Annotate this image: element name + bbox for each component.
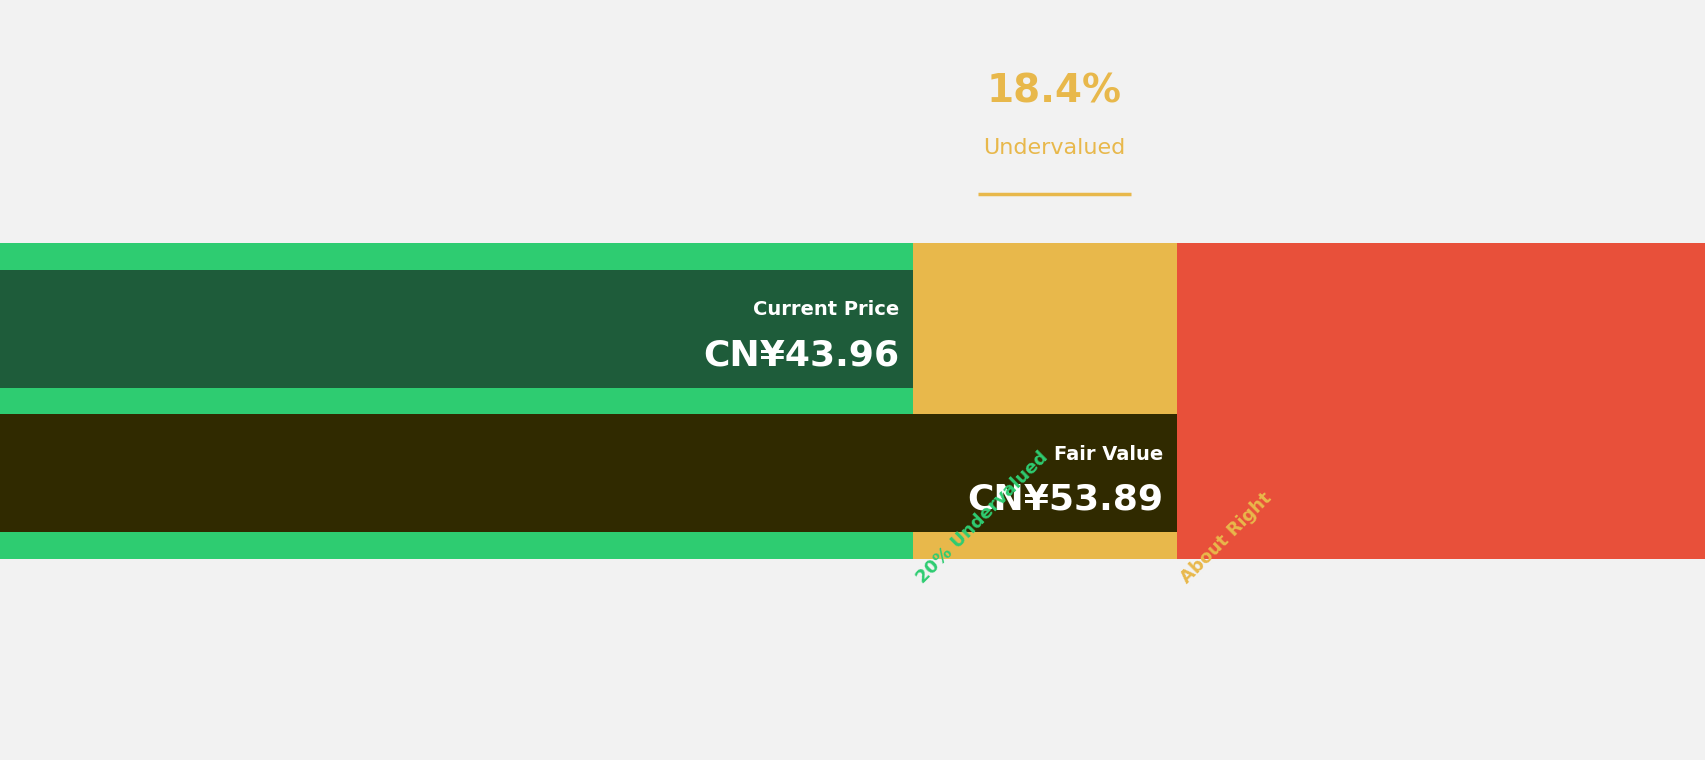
Bar: [0, 270, 912, 388]
Bar: [912, 243, 1176, 270]
Bar: [1176, 388, 1705, 414]
Bar: [1176, 270, 1705, 388]
Bar: [912, 414, 1176, 532]
Text: Current Price: Current Price: [752, 300, 899, 319]
Bar: [0, 414, 912, 532]
Bar: [0, 532, 912, 559]
Bar: [0, 243, 912, 270]
Text: CN¥43.96: CN¥43.96: [702, 338, 899, 372]
Bar: [0, 388, 912, 414]
Bar: [912, 532, 1176, 559]
Bar: [912, 270, 1176, 388]
Text: 18.4%: 18.4%: [985, 72, 1122, 110]
Bar: [0, 414, 1176, 532]
Bar: [912, 388, 1176, 414]
Bar: [1176, 243, 1705, 270]
Bar: [0, 270, 912, 388]
Text: About Right: About Right: [1176, 489, 1274, 587]
Text: 20% Undervalued: 20% Undervalued: [912, 448, 1050, 587]
Text: Undervalued: Undervalued: [982, 138, 1125, 158]
Text: Fair Value: Fair Value: [1054, 445, 1163, 464]
Text: CN¥53.89: CN¥53.89: [967, 483, 1163, 517]
Bar: [1176, 532, 1705, 559]
Bar: [1176, 414, 1705, 532]
